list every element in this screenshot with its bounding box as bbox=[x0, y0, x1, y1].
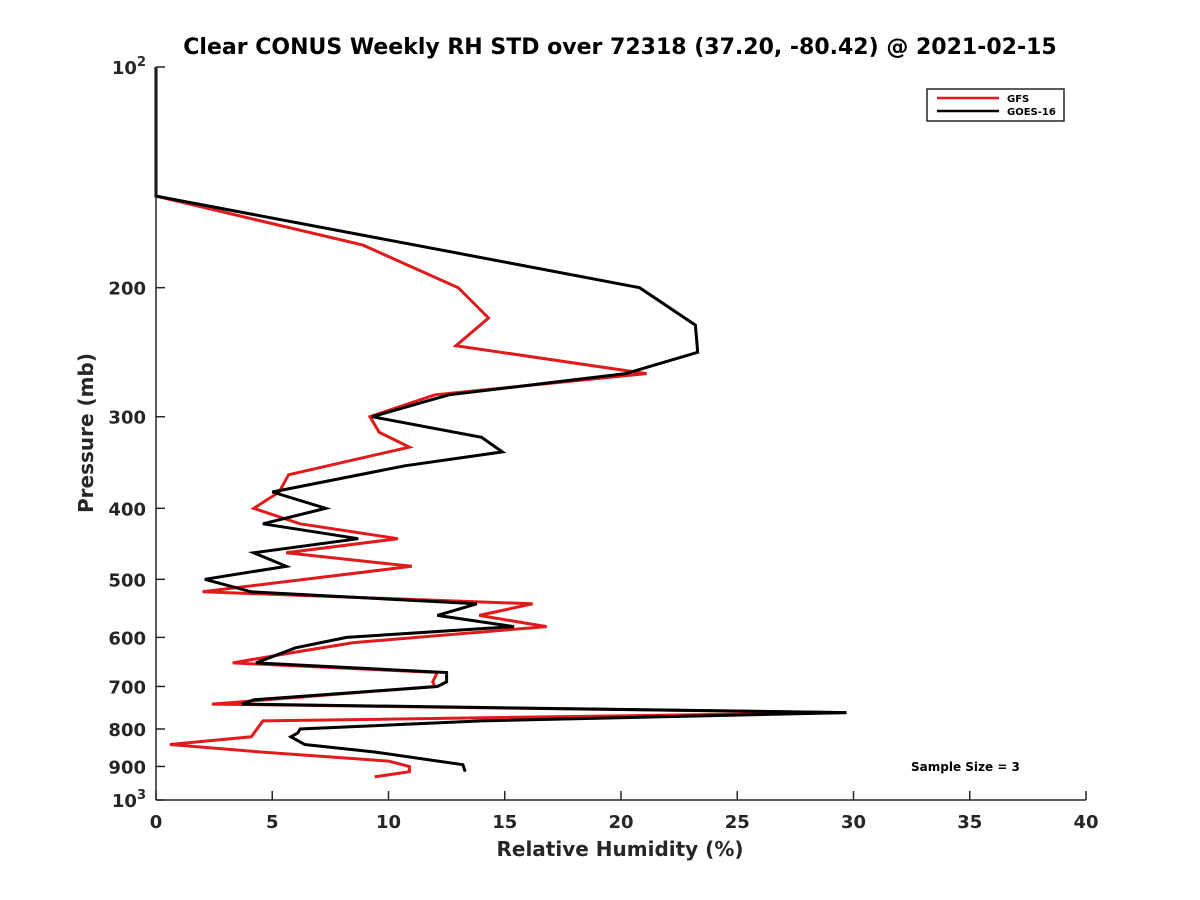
series-line-goes-16 bbox=[154, 67, 847, 773]
x-tick-label: 35 bbox=[957, 812, 982, 833]
y-tick-label: 500 bbox=[108, 570, 146, 591]
sample-size-annotation: Sample Size = 3 bbox=[911, 760, 1020, 774]
y-tick-label: 102 bbox=[112, 55, 146, 79]
x-axis: 0 5 10 15 20 25 30 35 40 bbox=[150, 791, 1099, 833]
y-tick-label: 600 bbox=[108, 628, 146, 649]
y-tick-label: 900 bbox=[108, 757, 146, 778]
x-tick-label: 40 bbox=[1073, 812, 1098, 833]
x-tick-label: 10 bbox=[376, 812, 401, 833]
x-tick-label: 30 bbox=[841, 812, 866, 833]
y-axis-label: Pressure (mb) bbox=[74, 353, 98, 513]
chart-title: Clear CONUS Weekly RH STD over 72318 (37… bbox=[183, 35, 1056, 60]
plot-area bbox=[154, 67, 847, 779]
x-tick-label: 20 bbox=[608, 812, 633, 833]
y-tick-label: 400 bbox=[108, 499, 146, 520]
x-tick-label: 25 bbox=[725, 812, 750, 833]
y-tick-label: 700 bbox=[108, 677, 146, 698]
series-line-gfs bbox=[154, 67, 847, 779]
legend-box bbox=[926, 88, 1065, 122]
y-axis: 102 200 300 400 500 600 700 800 900 103 bbox=[108, 55, 165, 812]
legend: GFS GOES-16 bbox=[926, 88, 1065, 122]
y-tick-label: 103 bbox=[112, 788, 146, 812]
y-tick-label: 300 bbox=[108, 408, 146, 429]
legend-label: GFS bbox=[1007, 94, 1029, 105]
x-tick-label: 0 bbox=[150, 812, 163, 833]
y-tick-label: 800 bbox=[108, 720, 146, 741]
legend-label: GOES-16 bbox=[1007, 107, 1056, 118]
x-tick-label: 5 bbox=[266, 812, 279, 833]
x-tick-label: 15 bbox=[492, 812, 517, 833]
x-axis-label: Relative Humidity (%) bbox=[496, 837, 743, 861]
y-tick-label: 200 bbox=[108, 279, 146, 300]
